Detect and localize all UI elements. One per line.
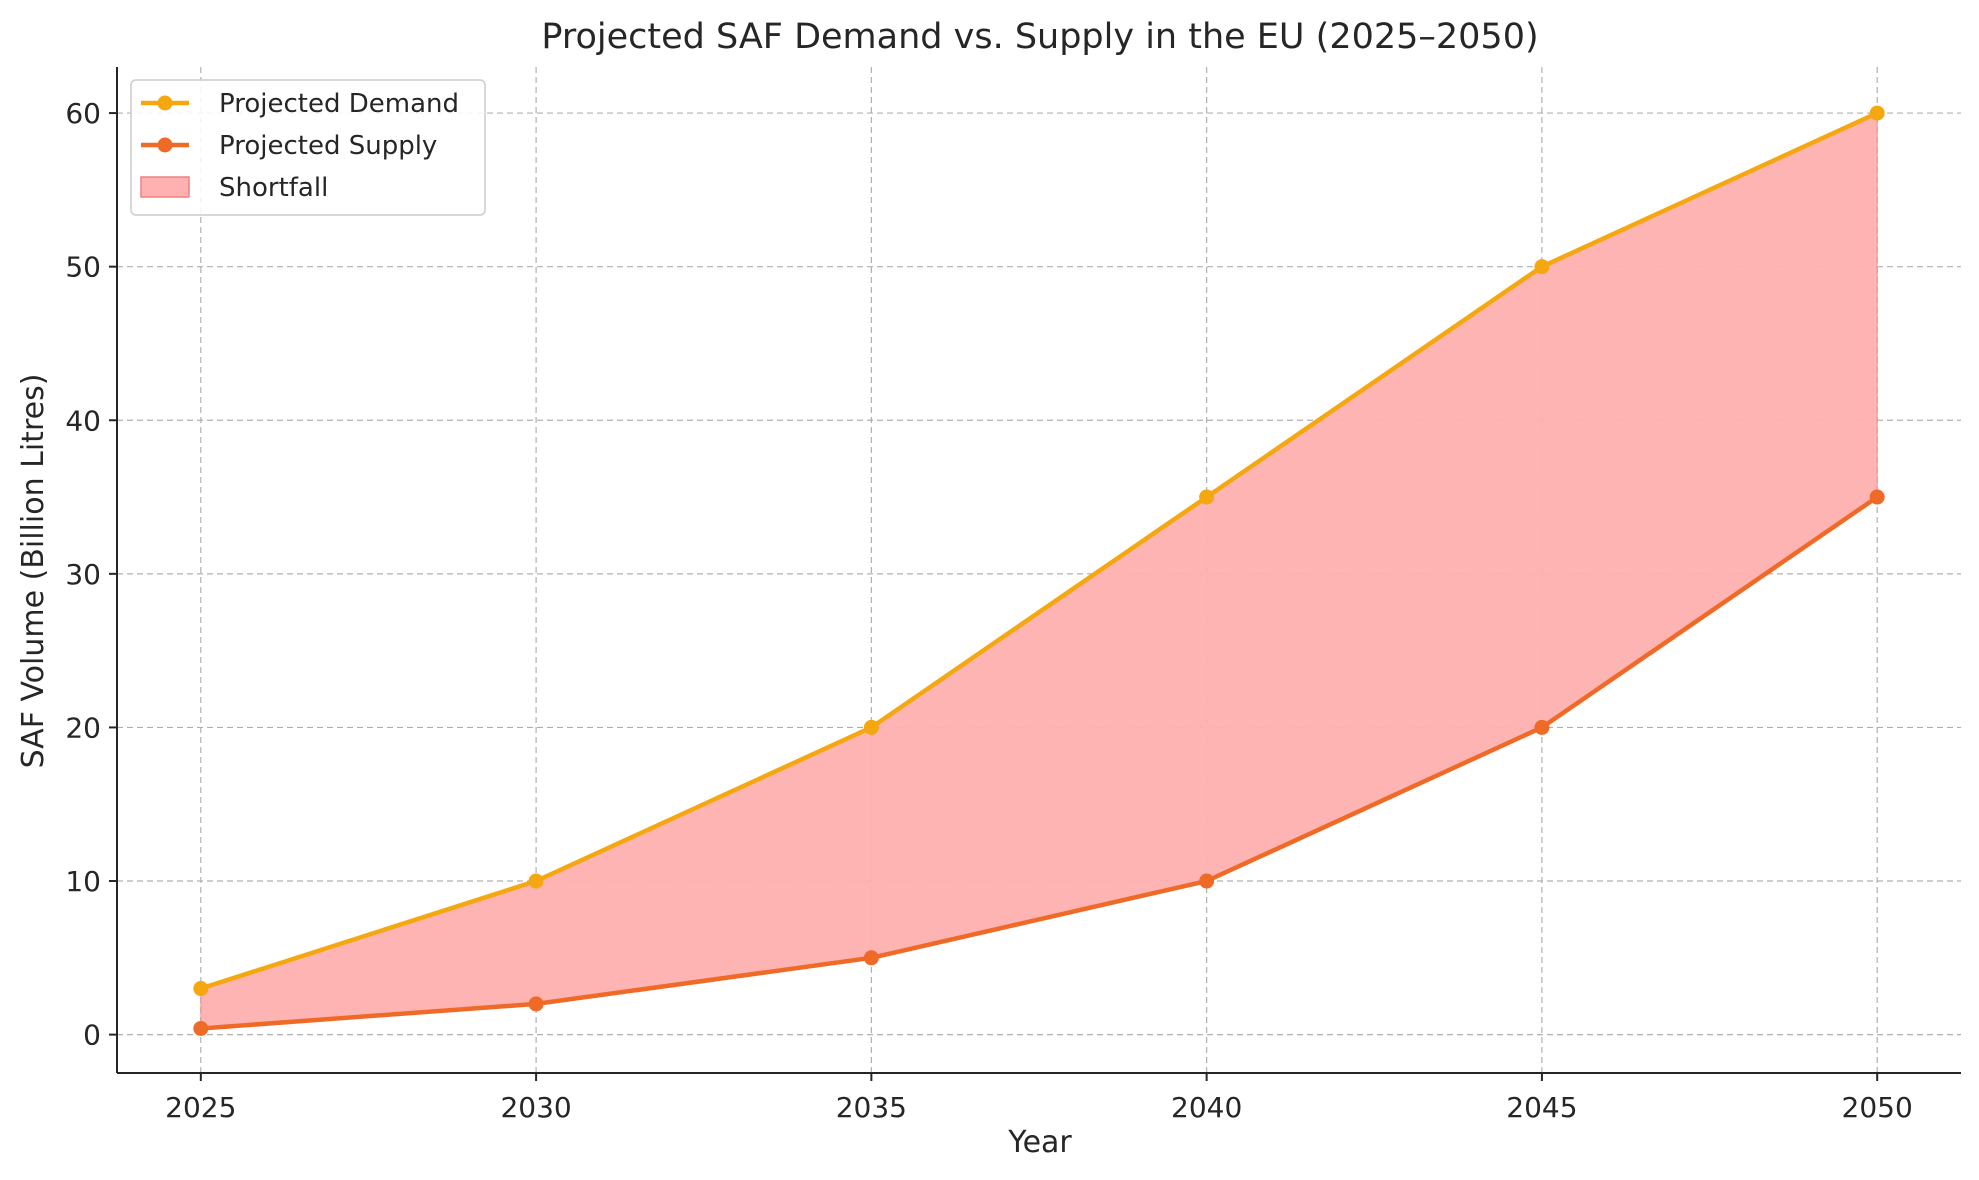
y-tick-label: 50 [65, 251, 101, 284]
y-axis-ticks: 0 10 20 30 40 50 60 [65, 97, 117, 1052]
projected-demand-point [1534, 259, 1550, 275]
projected-supply-point [1199, 873, 1215, 889]
series-layer [193, 105, 1885, 1036]
legend-shortfall-label: Shortfall [219, 173, 328, 203]
projected-supply-line [198, 494, 1880, 1031]
x-axis-label: Year [1007, 1125, 1072, 1160]
projected-supply-point [528, 996, 544, 1012]
x-axis-ticks: 2025 2030 2035 2040 2045 2050 [165, 1073, 1913, 1124]
y-tick-label: 30 [65, 558, 101, 591]
legend-shortfall-swatch [140, 176, 190, 198]
legend-projected-supply-label: Projected Supply [219, 131, 437, 161]
projected-demand-point [863, 719, 879, 735]
x-tick-label: 2035 [836, 1091, 907, 1124]
projected-supply-point [1869, 489, 1885, 505]
projected-supply-point [193, 1020, 209, 1036]
x-tick-label: 2045 [1506, 1091, 1577, 1124]
legend: Projected Demand Projected Supply Shortfal… [130, 79, 486, 216]
shortfall-area [200, 111, 1878, 1030]
projected-supply-point [863, 950, 879, 966]
chart-title: Projected SAF Demand vs. Supply in the E… [541, 17, 1538, 57]
y-tick-label: 10 [65, 865, 101, 898]
x-tick-label: 2040 [1171, 1091, 1242, 1124]
projected-demand-point [193, 981, 209, 997]
y-tick-label: 40 [65, 404, 101, 437]
legend-box [130, 79, 486, 216]
x-tick-label: 2030 [500, 1091, 571, 1124]
x-tick-label: 2025 [165, 1091, 236, 1124]
projected-demand-point [1869, 105, 1885, 121]
y-tick-label: 0 [83, 1019, 101, 1052]
legend-projected-supply-marker [157, 137, 173, 153]
projected-demand-point [1199, 489, 1215, 505]
axes [116, 67, 1961, 1074]
x-tick-label: 2050 [1842, 1091, 1913, 1124]
projected-demand-line [198, 110, 1880, 991]
projected-demand-point [528, 873, 544, 889]
legend-projected-demand-label: Projected Demand [219, 89, 459, 119]
y-tick-label: 60 [65, 97, 101, 130]
legend-projected-demand-marker [157, 95, 173, 111]
y-axis-label: SAF Volume (Billion Litres) [16, 374, 51, 769]
projected-supply-point [1534, 719, 1550, 735]
shortfall-area-layer [200, 111, 1878, 1030]
y-tick-label: 20 [65, 711, 101, 744]
